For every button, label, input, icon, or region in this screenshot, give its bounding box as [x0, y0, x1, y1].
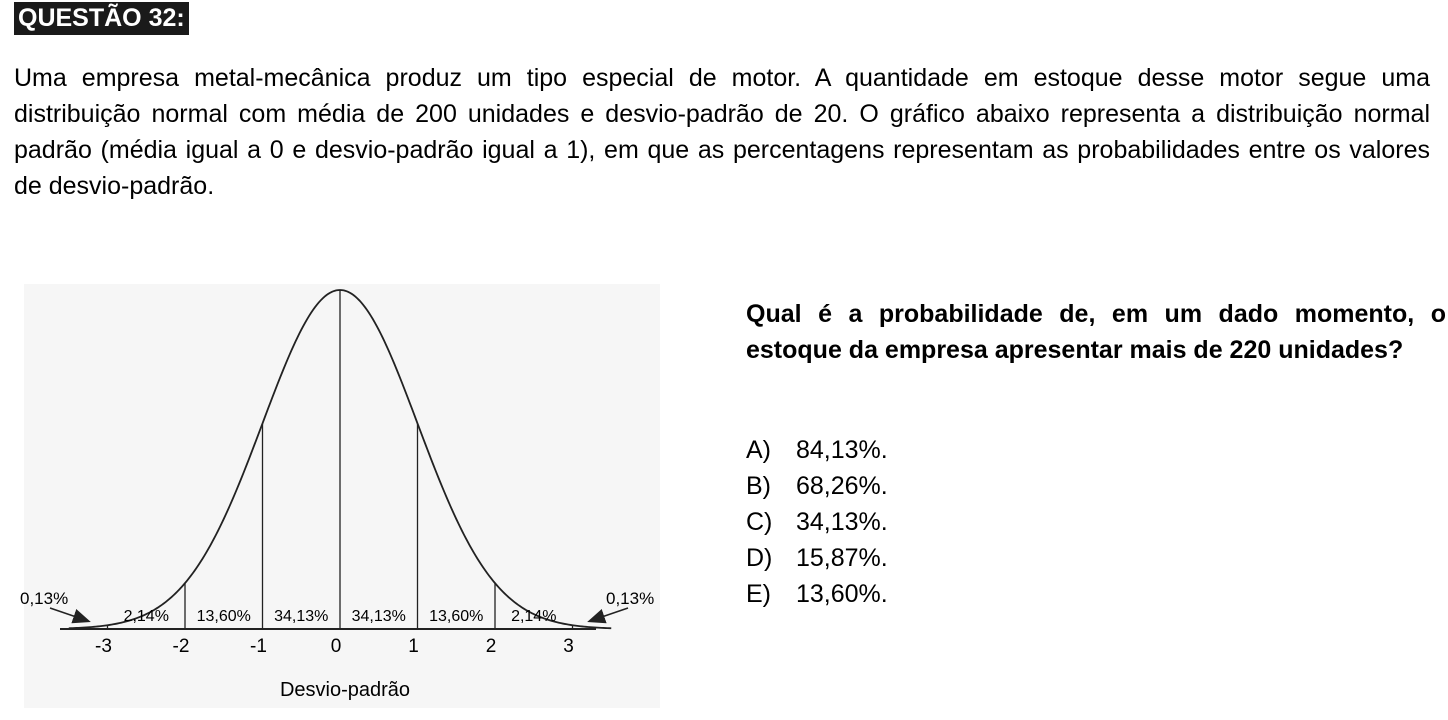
option-text: 84,13%.	[796, 436, 888, 464]
question-number: QUESTÃO 32:	[14, 2, 189, 35]
normal-distribution-chart: -3 -2 -1 0 1 2 3 2,14% 13,60% 34,13% 34,13% 13,60%…	[20, 284, 660, 708]
option-letter: D)	[746, 544, 773, 572]
tail-right-arrow	[587, 607, 629, 624]
tail-right-label: 0,13%	[606, 589, 654, 608]
option-letter: A)	[746, 436, 771, 464]
tail-left-arrow	[49, 607, 91, 624]
x-tick-label: 1	[408, 636, 419, 657]
interval-percentage-label: 13,60%	[429, 608, 483, 625]
question-prompt: Qual é a probabilidade de, em um dado mo…	[746, 300, 1446, 364]
interval-percentage-label: 2,14%	[124, 608, 169, 625]
question-statement: Uma empresa metal-mecânica produz um tip…	[14, 64, 1430, 200]
x-axis-label: Desvio-padrão	[280, 679, 410, 701]
option-text: 68,26%.	[796, 472, 888, 500]
x-tick-label: -2	[173, 636, 190, 657]
x-tick-label: -1	[250, 636, 267, 657]
option-c[interactable]: C) 34,13%.	[746, 504, 888, 540]
chart-background	[24, 284, 660, 708]
option-letter: E)	[746, 580, 771, 608]
interval-percentage-label: 34,13%	[352, 608, 406, 625]
x-tick-label: 0	[331, 636, 342, 657]
option-b[interactable]: B) 68,26%.	[746, 468, 888, 504]
option-a[interactable]: A) 84,13%.	[746, 432, 888, 468]
option-letter: C)	[746, 508, 773, 536]
option-text: 15,87%.	[796, 544, 888, 572]
option-d[interactable]: D) 15,87%.	[746, 540, 888, 576]
option-e[interactable]: E) 13,60%.	[746, 576, 888, 612]
answer-options: A) 84,13%. B) 68,26%. C) 34,13%. D) 15,87%. …	[746, 432, 888, 612]
x-tick-label: 3	[563, 636, 574, 657]
interval-percentage-label: 34,13%	[274, 608, 328, 625]
x-tick-label: 2	[486, 636, 497, 657]
option-letter: B)	[746, 472, 771, 500]
option-text: 13,60%.	[796, 580, 888, 608]
interval-percentage-label: 2,14%	[511, 608, 556, 625]
option-text: 34,13%.	[796, 508, 888, 536]
interval-percentage-label: 13,60%	[197, 608, 251, 625]
x-tick-label: -3	[95, 636, 112, 657]
tail-left-label: 0,13%	[20, 589, 68, 608]
